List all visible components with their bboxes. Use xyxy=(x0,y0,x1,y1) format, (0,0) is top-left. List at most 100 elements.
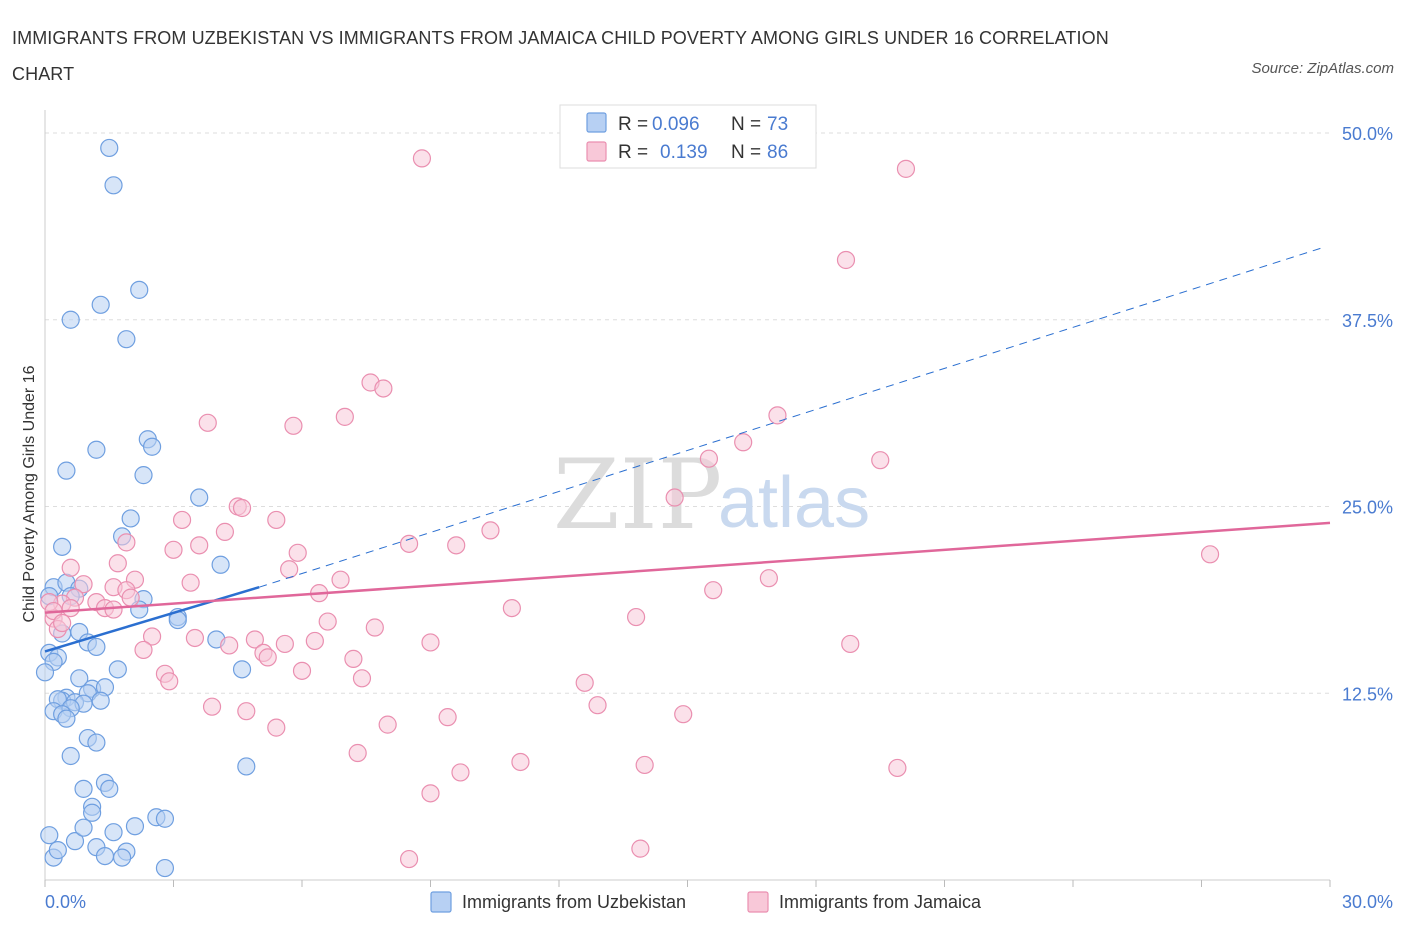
grid-lines xyxy=(45,132,1330,694)
point-uzbekistan-69 xyxy=(40,826,59,845)
point-jamaica-19 xyxy=(399,534,419,553)
point-jamaica-23 xyxy=(117,533,136,552)
point-uzbekistan-44 xyxy=(91,691,110,710)
point-jamaica-50 xyxy=(245,630,264,649)
point-uzbekistan-8 xyxy=(87,440,106,459)
point-jamaica-71 xyxy=(378,715,397,734)
point-jamaica-58 xyxy=(258,648,277,667)
point-jamaica-60 xyxy=(292,661,312,680)
point-jamaica-28 xyxy=(280,560,299,579)
point-jamaica-62 xyxy=(352,669,372,688)
point-jamaica-43 xyxy=(104,600,123,619)
point-uzbekistan-1 xyxy=(104,176,123,195)
y-tick-label-2: 37.5% xyxy=(1342,311,1393,331)
y-tick-label-0: 12.5% xyxy=(1342,684,1393,704)
point-jamaica-5 xyxy=(335,407,354,426)
trendlines xyxy=(44,247,1331,653)
point-uzbekistan-56 xyxy=(74,779,93,798)
point-jamaica-27 xyxy=(61,558,80,577)
point-jamaica-77 xyxy=(635,755,654,775)
point-uzbekistan-67 xyxy=(48,841,67,860)
point-jamaica-1 xyxy=(896,159,916,178)
point-jamaica-6 xyxy=(198,413,217,432)
point-jamaica-30 xyxy=(181,573,200,592)
point-jamaica-76 xyxy=(511,752,530,772)
point-jamaica-69 xyxy=(237,702,256,721)
point-jamaica-15 xyxy=(267,510,286,530)
point-jamaica-63 xyxy=(160,672,179,691)
point-jamaica-70 xyxy=(588,696,607,715)
point-uzbekistan-14 xyxy=(53,537,72,556)
point-uzbekistan-36 xyxy=(70,669,89,688)
point-jamaica-8 xyxy=(768,406,787,425)
point-jamaica-72 xyxy=(267,718,286,737)
point-uzbekistan-15 xyxy=(211,555,230,574)
trendline-uzbekistan-dashed xyxy=(259,247,1322,588)
point-uzbekistan-12 xyxy=(121,509,140,528)
point-jamaica-46 xyxy=(318,612,337,631)
point-uzbekistan-65 xyxy=(155,858,175,878)
watermark-atlas: atlas xyxy=(718,463,870,543)
point-jamaica-82 xyxy=(399,849,419,869)
axes xyxy=(44,110,1331,887)
point-uzbekistan-70 xyxy=(104,823,123,842)
point-jamaica-78 xyxy=(888,758,907,778)
point-jamaica-44 xyxy=(502,598,521,618)
source-label: Source: ZipAtlas.com xyxy=(1251,60,1394,77)
watermark: ZIP atlas xyxy=(553,439,870,551)
point-uzbekistan-10 xyxy=(134,466,153,485)
trendline-jamaica xyxy=(44,521,1331,614)
legend-n-label-uzbekistan: N = xyxy=(731,114,761,135)
point-jamaica-14 xyxy=(232,498,252,518)
x-tick-label-1: 30.0% xyxy=(1342,892,1393,912)
point-uzbekistan-51 xyxy=(87,733,106,752)
point-uzbekistan-53 xyxy=(237,757,256,776)
point-jamaica-48 xyxy=(142,627,162,646)
point-jamaica-36 xyxy=(704,581,723,600)
point-jamaica-68 xyxy=(202,697,222,716)
series-legend-swatch-jamaica xyxy=(747,891,769,913)
point-jamaica-51 xyxy=(305,631,324,651)
point-jamaica-12 xyxy=(665,488,684,507)
point-jamaica-9 xyxy=(734,433,753,452)
point-uzbekistan-2 xyxy=(130,280,149,299)
series-jamaica-points xyxy=(40,149,1220,869)
point-jamaica-49 xyxy=(185,628,205,648)
point-uzbekistan-68 xyxy=(65,832,85,851)
point-jamaica-25 xyxy=(1200,545,1220,564)
legend-n-value-uzbekistan: 73 xyxy=(767,114,788,135)
point-uzbekistan-5 xyxy=(117,330,136,349)
series-legend-label-jamaica: Immigrants from Jamaica xyxy=(779,892,982,912)
legend-swatch-jamaica xyxy=(586,141,607,162)
point-uzbekistan-52 xyxy=(61,746,80,766)
point-jamaica-0 xyxy=(412,149,432,168)
point-jamaica-31 xyxy=(331,570,350,589)
legend-n-value-jamaica: 86 xyxy=(767,142,788,163)
point-jamaica-20 xyxy=(447,536,466,555)
point-uzbekistan-72 xyxy=(125,817,145,836)
point-jamaica-39 xyxy=(121,588,140,607)
series-legend-label-uzbekistan: Immigrants from Uzbekistan xyxy=(462,892,686,912)
y-tick-label-1: 25.0% xyxy=(1342,498,1393,518)
point-jamaica-53 xyxy=(421,633,440,652)
point-jamaica-17 xyxy=(215,522,234,541)
point-uzbekistan-4 xyxy=(61,310,80,329)
legend-r-value-jamaica: 0.139 xyxy=(660,142,708,163)
point-jamaica-45 xyxy=(626,607,646,627)
point-jamaica-22 xyxy=(190,536,209,555)
point-jamaica-81 xyxy=(631,839,650,858)
point-uzbekistan-0 xyxy=(100,138,119,158)
point-jamaica-80 xyxy=(421,784,440,803)
y-tick-label-3: 50.0% xyxy=(1342,124,1393,144)
point-jamaica-24 xyxy=(288,543,307,562)
point-jamaica-67 xyxy=(61,598,80,618)
point-uzbekistan-55 xyxy=(100,779,119,798)
y-axis-label: Child Poverty Among Girls Under 16 xyxy=(21,365,38,622)
x-tick-label-0: 0.0% xyxy=(45,892,86,912)
point-jamaica-4 xyxy=(374,379,393,398)
point-uzbekistan-3 xyxy=(91,295,110,314)
point-jamaica-75 xyxy=(348,743,367,763)
tick-labels: 12.5% 25.0% 37.5% 50.0% 0.0% 30.0% xyxy=(45,124,1393,912)
point-uzbekistan-71 xyxy=(74,818,93,837)
